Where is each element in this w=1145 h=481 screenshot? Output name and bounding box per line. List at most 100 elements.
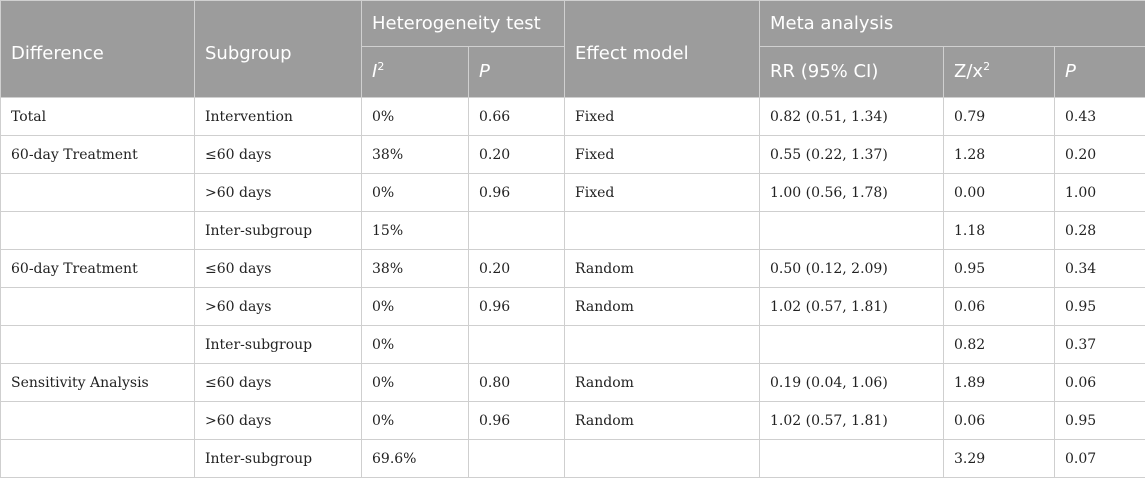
header-effect-model: Effect model bbox=[564, 0, 760, 98]
header-p-heterogeneity: P bbox=[468, 46, 565, 98]
cell-p: 0.20 bbox=[468, 249, 565, 288]
cell-difference: Total bbox=[0, 97, 195, 136]
table-row: >60 days 0% 0.96 Random 1.02 (0.57, 1.81… bbox=[0, 287, 1145, 326]
cell-rr: 0.19 (0.04, 1.06) bbox=[759, 363, 944, 402]
table-row: >60 days 0% 0.96 Random 1.02 (0.57, 1.81… bbox=[0, 401, 1145, 440]
cell-model: Fixed bbox=[564, 97, 760, 136]
cell-subgroup: ≤60 days bbox=[194, 249, 362, 288]
cell-p2: 1.00 bbox=[1053, 173, 1145, 212]
cell-p: 0.20 bbox=[468, 135, 565, 174]
cell-subgroup: Intervention bbox=[194, 97, 362, 136]
cell-difference bbox=[0, 401, 195, 440]
cell-rr bbox=[759, 211, 944, 250]
cell-rr: 1.02 (0.57, 1.81) bbox=[759, 401, 944, 440]
cell-difference bbox=[0, 211, 195, 250]
table-row: Inter-subgroup 0% 0.82 0.37 bbox=[0, 325, 1145, 364]
cell-rr: 0.82 (0.51, 1.34) bbox=[759, 97, 944, 136]
cell-subgroup: >60 days bbox=[194, 401, 362, 440]
cell-p: 0.96 bbox=[468, 173, 565, 212]
cell-z: 1.28 bbox=[943, 135, 1055, 174]
cell-subgroup: >60 days bbox=[194, 173, 362, 212]
header-p2-letter: P bbox=[1065, 61, 1076, 82]
table-header: Difference Subgroup Heterogeneity test E… bbox=[0, 0, 1145, 98]
header-meta-analysis: Meta analysis bbox=[758, 0, 1145, 47]
header-i2: I2 bbox=[361, 46, 469, 98]
cell-rr: 1.00 (0.56, 1.78) bbox=[759, 173, 944, 212]
table-row: Total Intervention 0% 0.66 Fixed 0.82 (0… bbox=[0, 97, 1145, 136]
cell-z: 1.89 bbox=[943, 363, 1055, 402]
cell-z: 0.06 bbox=[943, 287, 1055, 326]
cell-subgroup: Inter-subgroup bbox=[194, 439, 362, 478]
cell-model: Random bbox=[564, 363, 760, 402]
cell-i2: 0% bbox=[361, 401, 469, 440]
cell-model bbox=[564, 439, 760, 478]
cell-rr: 0.50 (0.12, 2.09) bbox=[759, 249, 944, 288]
cell-model: Random bbox=[564, 287, 760, 326]
table-row: 60-day Treatment ≤60 days 38% 0.20 Fixed… bbox=[0, 135, 1145, 174]
cell-p2: 0.95 bbox=[1053, 287, 1145, 326]
cell-p2: 0.28 bbox=[1053, 211, 1145, 250]
cell-model: Random bbox=[564, 401, 760, 440]
cell-subgroup: Inter-subgroup bbox=[194, 211, 362, 250]
cell-i2: 0% bbox=[361, 97, 469, 136]
cell-subgroup: ≤60 days bbox=[194, 363, 362, 402]
cell-i2: 38% bbox=[361, 135, 469, 174]
cell-model bbox=[564, 325, 760, 364]
cell-rr: 1.02 (0.57, 1.81) bbox=[759, 287, 944, 326]
cell-rr: 0.55 (0.22, 1.37) bbox=[759, 135, 944, 174]
cell-difference bbox=[0, 325, 195, 364]
table-body: Total Intervention 0% 0.66 Fixed 0.82 (0… bbox=[0, 97, 1145, 478]
header-z-label: Z/x bbox=[954, 61, 984, 82]
cell-subgroup: ≤60 days bbox=[194, 135, 362, 174]
cell-subgroup: >60 days bbox=[194, 287, 362, 326]
header-difference: Difference bbox=[0, 0, 195, 98]
header-z: Z/x2 bbox=[943, 46, 1055, 98]
table-row: Inter-subgroup 15% 1.18 0.28 bbox=[0, 211, 1145, 250]
cell-i2: 38% bbox=[361, 249, 469, 288]
cell-i2: 0% bbox=[361, 363, 469, 402]
cell-p: 0.96 bbox=[468, 401, 565, 440]
cell-z: 0.79 bbox=[943, 97, 1055, 136]
cell-p2: 0.43 bbox=[1053, 97, 1145, 136]
cell-subgroup: Inter-subgroup bbox=[194, 325, 362, 364]
cell-rr bbox=[759, 325, 944, 364]
header-subgroup: Subgroup bbox=[194, 0, 362, 98]
header-p1-letter: P bbox=[479, 61, 490, 82]
header-i2-sup: 2 bbox=[377, 60, 385, 73]
cell-difference bbox=[0, 173, 195, 212]
cell-difference bbox=[0, 439, 195, 478]
cell-difference: 60-day Treatment bbox=[0, 135, 195, 174]
cell-i2: 0% bbox=[361, 287, 469, 326]
cell-z: 0.06 bbox=[943, 401, 1055, 440]
header-heterogeneity: Heterogeneity test bbox=[361, 0, 565, 47]
cell-p: 0.96 bbox=[468, 287, 565, 326]
table-row: Inter-subgroup 69.6% 3.29 0.07 bbox=[0, 439, 1145, 478]
table-row: Sensitivity Analysis ≤60 days 0% 0.80 Ra… bbox=[0, 363, 1145, 402]
cell-p2: 0.37 bbox=[1053, 325, 1145, 364]
cell-model: Fixed bbox=[564, 135, 760, 174]
cell-model: Random bbox=[564, 249, 760, 288]
cell-difference bbox=[0, 287, 195, 326]
cell-i2: 15% bbox=[361, 211, 469, 250]
header-rr: RR (95% CI) bbox=[759, 46, 944, 98]
cell-model: Fixed bbox=[564, 173, 760, 212]
cell-p bbox=[468, 439, 565, 478]
cell-z: 1.18 bbox=[943, 211, 1055, 250]
cell-p: 0.80 bbox=[468, 363, 565, 402]
header-p-meta: P bbox=[1053, 46, 1145, 98]
cell-p2: 0.95 bbox=[1053, 401, 1145, 440]
cell-p: 0.66 bbox=[468, 97, 565, 136]
cell-model bbox=[564, 211, 760, 250]
cell-difference: 60-day Treatment bbox=[0, 249, 195, 288]
cell-z: 0.82 bbox=[943, 325, 1055, 364]
table-row: 60-day Treatment ≤60 days 38% 0.20 Rando… bbox=[0, 249, 1145, 288]
cell-z: 0.95 bbox=[943, 249, 1055, 288]
cell-z: 3.29 bbox=[943, 439, 1055, 478]
cell-p2: 0.06 bbox=[1053, 363, 1145, 402]
cell-p2: 0.07 bbox=[1053, 439, 1145, 478]
cell-z: 0.00 bbox=[943, 173, 1055, 212]
cell-p bbox=[468, 211, 565, 250]
cell-i2: 0% bbox=[361, 173, 469, 212]
cell-p2: 0.20 bbox=[1053, 135, 1145, 174]
